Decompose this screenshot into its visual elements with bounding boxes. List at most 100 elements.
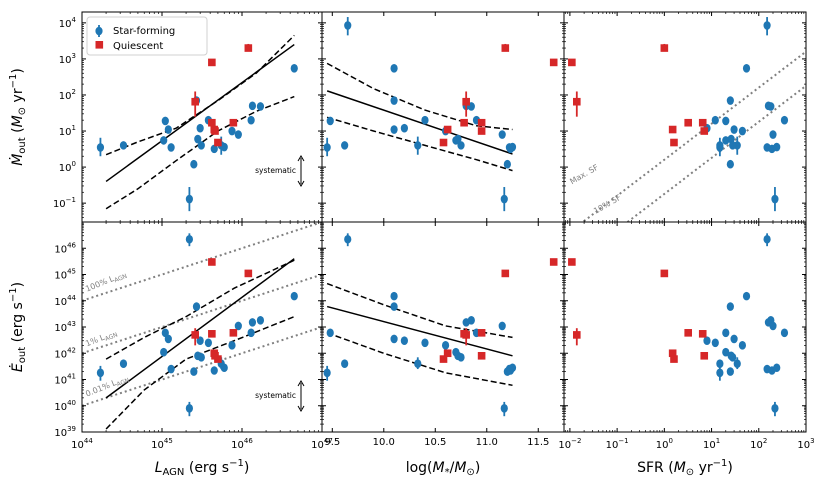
point-star-forming bbox=[390, 125, 398, 134]
point-star-forming bbox=[716, 141, 724, 150]
point-star-forming bbox=[729, 141, 737, 150]
point-quiescent bbox=[698, 118, 707, 127]
point-quiescent bbox=[477, 351, 486, 360]
point-quiescent bbox=[439, 355, 448, 363]
point-star-forming bbox=[323, 368, 331, 378]
x-axis-title-mstar: log(M*/M⊙) bbox=[406, 460, 481, 478]
point-star-forming bbox=[421, 115, 429, 125]
point-quiescent bbox=[660, 269, 669, 278]
point-quiescent bbox=[208, 118, 216, 127]
point-star-forming bbox=[722, 116, 730, 126]
systematic-arrowhead-up bbox=[297, 155, 305, 162]
point-star-forming bbox=[726, 302, 734, 311]
point-star-forming bbox=[96, 368, 105, 378]
point-star-forming bbox=[730, 334, 738, 344]
point-quiescent bbox=[668, 349, 677, 358]
point-star-forming bbox=[164, 334, 172, 344]
point-quiescent bbox=[208, 58, 216, 67]
point-star-forming bbox=[326, 328, 334, 338]
point-quiescent bbox=[208, 258, 216, 266]
point-quiescent bbox=[208, 330, 216, 338]
y-axis-title-edot-group: Ėout (erg s−1) bbox=[8, 282, 28, 372]
point-star-forming bbox=[160, 136, 168, 145]
y-tick-label: 104 bbox=[59, 16, 77, 30]
point-star-forming bbox=[726, 159, 734, 169]
point-quiescent bbox=[572, 331, 581, 339]
point-star-forming bbox=[414, 141, 422, 150]
guide-10pct-sf bbox=[625, 85, 806, 222]
x-tick-label: 101 bbox=[703, 437, 720, 451]
point-star-forming bbox=[733, 359, 741, 368]
point-star-forming bbox=[441, 341, 450, 350]
point-star-forming bbox=[344, 234, 352, 244]
point-quiescent bbox=[700, 127, 709, 135]
point-star-forming bbox=[722, 136, 730, 145]
point-quiescent bbox=[229, 118, 238, 127]
point-star-forming bbox=[498, 130, 506, 139]
point-star-forming bbox=[730, 125, 738, 134]
axes bbox=[81, 11, 807, 433]
point-star-forming bbox=[508, 142, 517, 152]
point-star-forming bbox=[390, 96, 398, 105]
point-star-forming bbox=[722, 347, 730, 357]
y-tick-label: 10−1 bbox=[53, 196, 76, 210]
systematic-arrowhead-down bbox=[297, 405, 305, 412]
point-star-forming bbox=[190, 367, 198, 376]
label-100pct-lagn: 100% LAGN bbox=[84, 269, 128, 295]
point-star-forming bbox=[164, 125, 172, 134]
x-tick-label: 10.0 bbox=[373, 437, 395, 448]
point-star-forming bbox=[457, 353, 465, 362]
point-quiescent bbox=[443, 349, 452, 358]
point-star-forming bbox=[247, 328, 255, 338]
point-quiescent bbox=[501, 44, 510, 52]
point-quiescent bbox=[460, 330, 468, 338]
point-star-forming bbox=[390, 63, 398, 73]
x-tick-label: 102 bbox=[750, 437, 767, 451]
point-star-forming bbox=[160, 347, 168, 357]
y-tick-label: 1043 bbox=[54, 320, 76, 334]
point-quiescent bbox=[211, 127, 219, 135]
point-star-forming bbox=[716, 359, 724, 368]
systematic-label: systematic bbox=[255, 166, 296, 175]
point-star-forming bbox=[742, 63, 751, 73]
point-star-forming bbox=[742, 291, 751, 301]
point-star-forming bbox=[764, 101, 773, 111]
point-star-forming bbox=[771, 194, 779, 204]
point-star-forming bbox=[498, 321, 506, 331]
point-quiescent bbox=[670, 355, 678, 363]
point-star-forming bbox=[780, 328, 789, 338]
point-quiescent bbox=[477, 118, 486, 127]
point-star-forming bbox=[210, 366, 218, 375]
point-star-forming bbox=[414, 359, 422, 368]
point-star-forming bbox=[290, 63, 298, 73]
x-tick-label: 103 bbox=[797, 437, 814, 451]
x-tick-label: 1044 bbox=[71, 437, 93, 451]
y-tick-label: 1041 bbox=[54, 373, 76, 387]
data-points bbox=[96, 17, 789, 417]
point-star-forming bbox=[204, 338, 212, 348]
panel-frame bbox=[321, 11, 565, 223]
fit-mdot-mstar-upper bbox=[326, 62, 513, 131]
point-star-forming bbox=[228, 341, 236, 350]
point-quiescent bbox=[698, 330, 707, 338]
legend-box bbox=[86, 16, 208, 56]
point-quiescent bbox=[460, 118, 468, 127]
fit-edot-lagn-lower bbox=[105, 315, 295, 430]
y-tick-label: 101 bbox=[59, 124, 76, 138]
legend-sf-label: Star-forming bbox=[113, 26, 175, 37]
point-star-forming bbox=[400, 123, 408, 133]
y-axis-title-edot: Ėout (erg s−1) bbox=[8, 282, 28, 372]
point-quiescent bbox=[668, 125, 677, 134]
point-star-forming bbox=[256, 315, 265, 325]
point-quiescent bbox=[572, 97, 581, 106]
label-max-sf: Max. SF bbox=[568, 163, 600, 187]
point-quiescent bbox=[244, 269, 253, 278]
point-star-forming bbox=[185, 403, 193, 413]
x-axis-title-lagn: LAGN (erg s−1) bbox=[155, 458, 250, 478]
point-star-forming bbox=[421, 338, 429, 348]
point-star-forming bbox=[167, 143, 175, 152]
point-star-forming bbox=[341, 141, 349, 150]
point-quiescent bbox=[229, 329, 238, 337]
point-quiescent bbox=[477, 329, 486, 337]
